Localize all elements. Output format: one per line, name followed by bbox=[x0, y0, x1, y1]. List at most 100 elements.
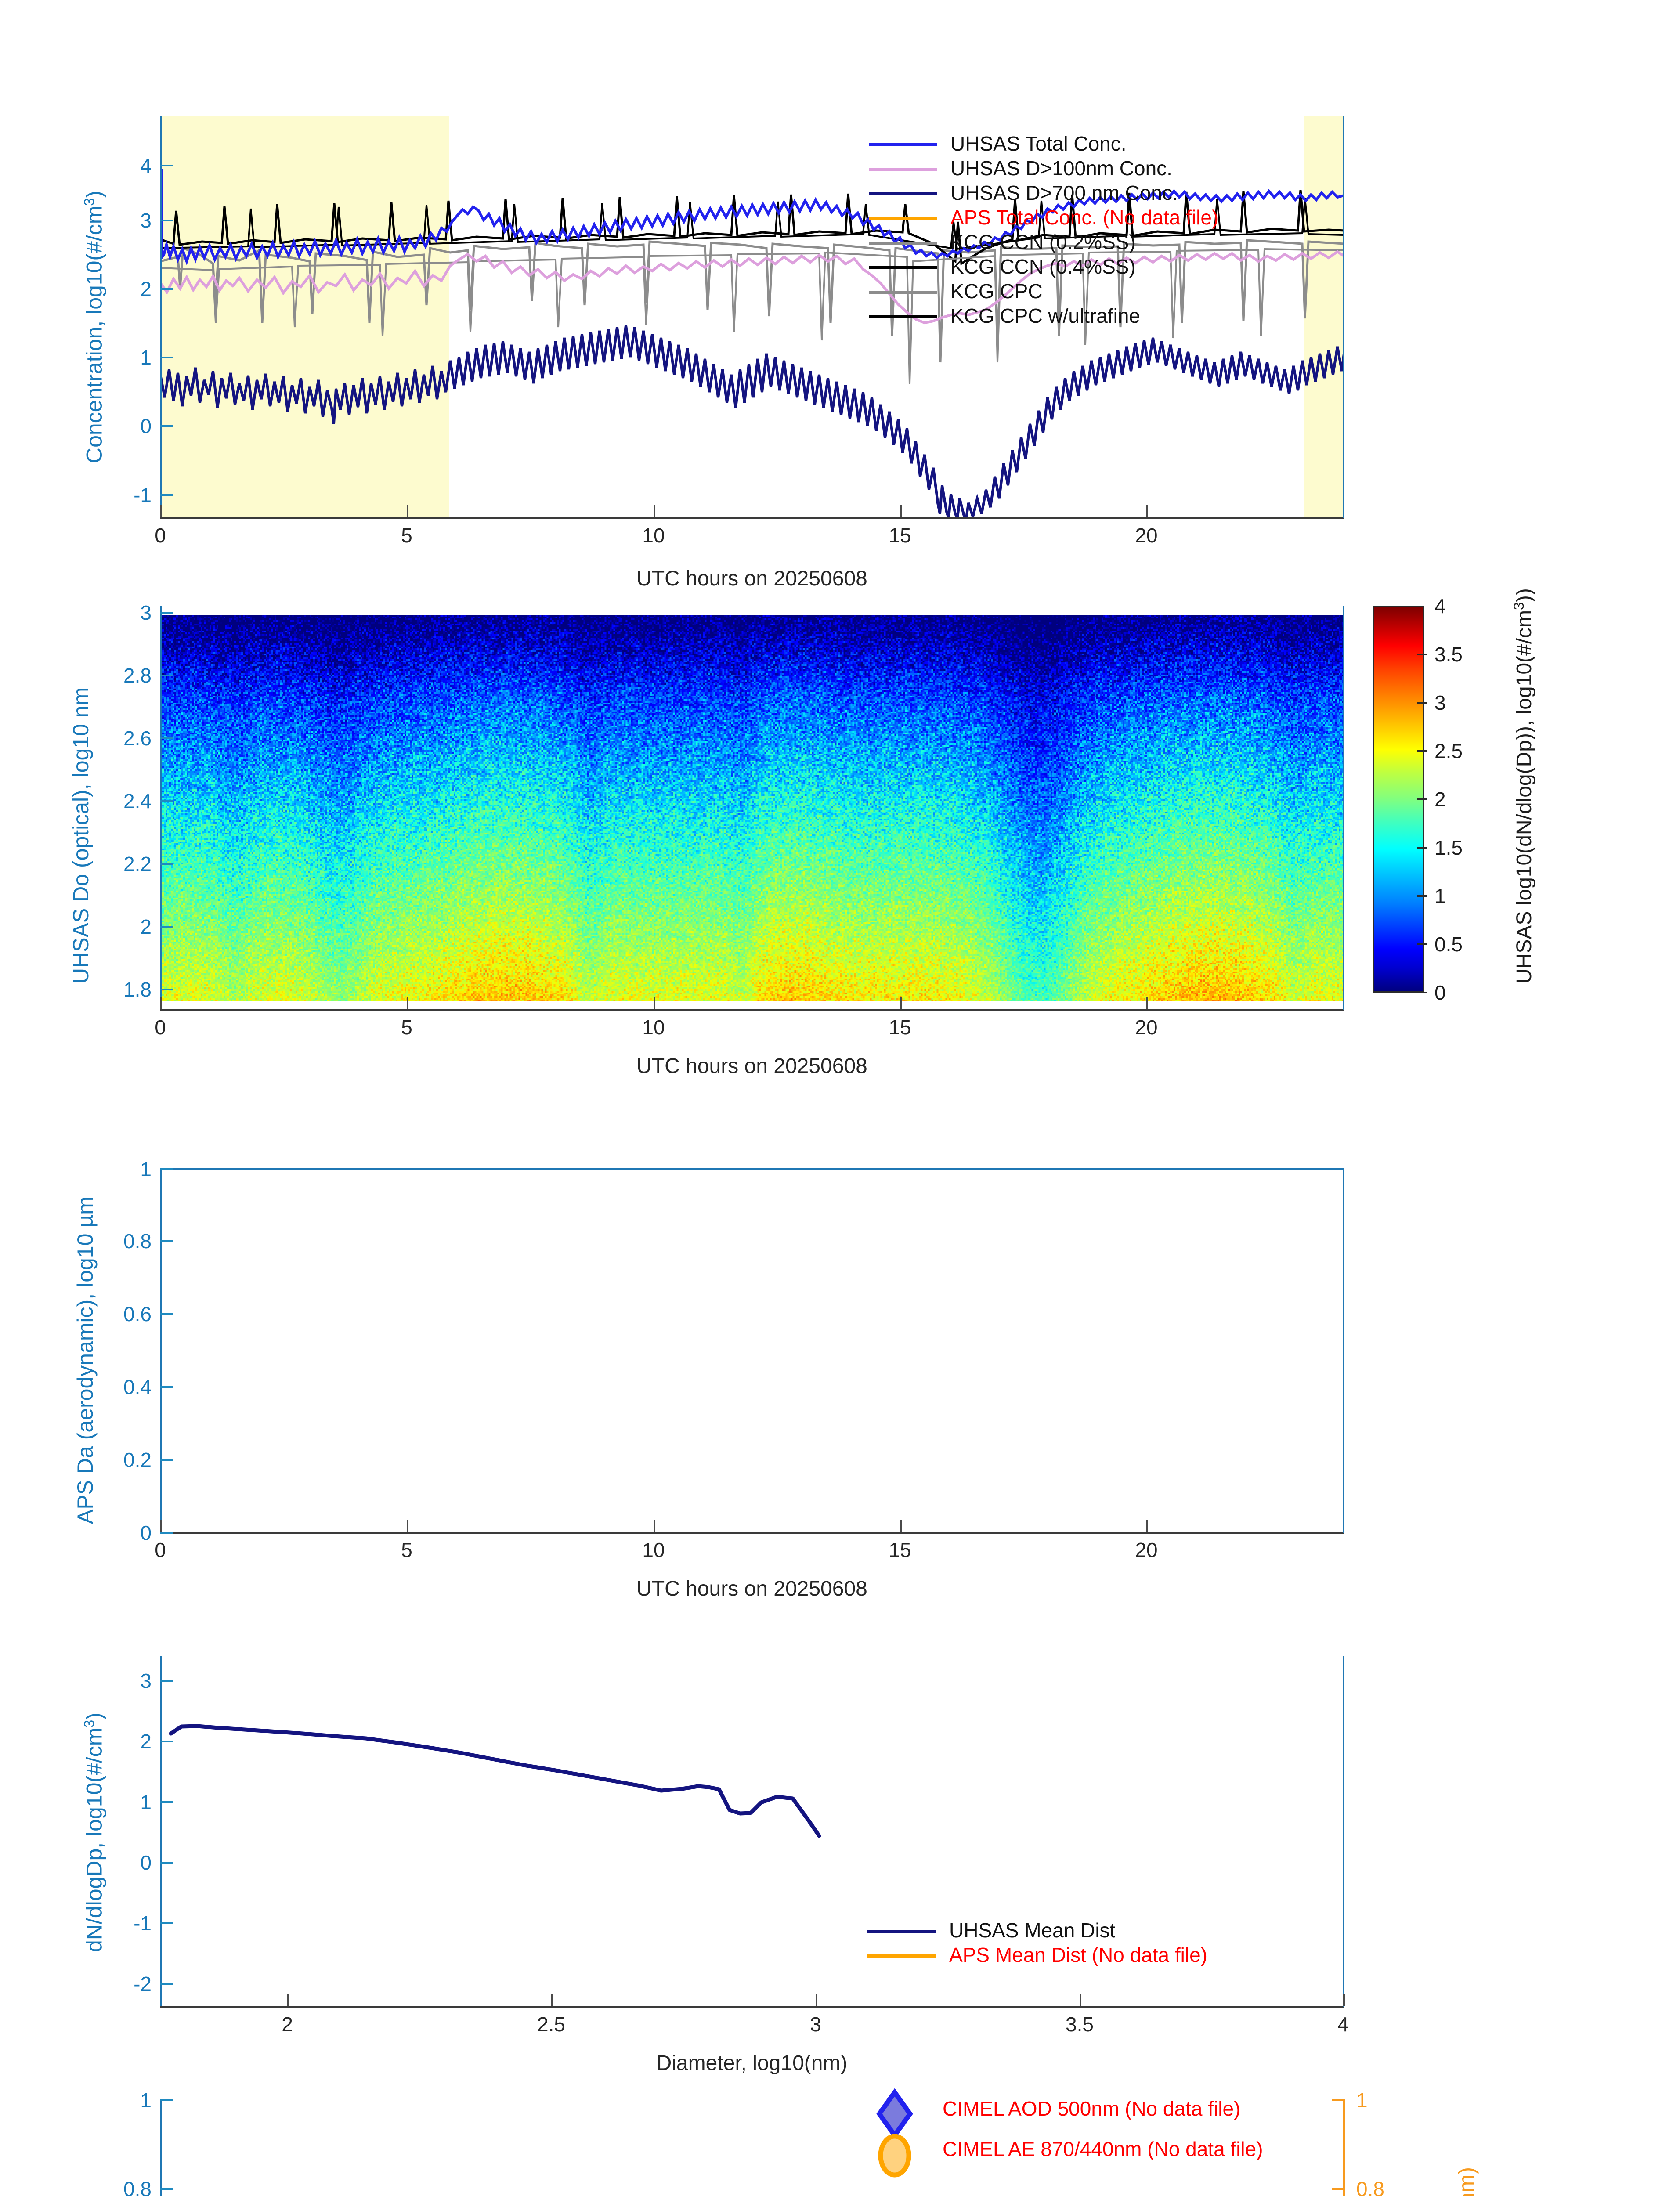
legend-item: KCG CPC w/ultrafine bbox=[869, 304, 1343, 329]
panel1-ytick-label: 3 bbox=[140, 209, 152, 232]
colorbar-tick-label: 3.5 bbox=[1434, 643, 1463, 666]
panel1-ytick-label: 4 bbox=[140, 154, 152, 177]
legend-label: APS Total Conc. (No data file) bbox=[950, 206, 1219, 229]
colorbar-title-close: )) bbox=[1513, 588, 1536, 603]
panel3-ytick-mark bbox=[160, 1168, 173, 1170]
panel3-xtick-mark bbox=[654, 1520, 655, 1532]
panel2-ytick-mark bbox=[160, 989, 173, 990]
colorbar-tick bbox=[1417, 847, 1427, 849]
panel2-xtick-mark bbox=[1146, 997, 1148, 1009]
legend-line-swatch bbox=[867, 1930, 936, 1933]
panel1-ytick-mark bbox=[160, 220, 173, 221]
colorbar-tick-label: 0 bbox=[1434, 981, 1446, 1004]
panel4-xtick-mark bbox=[1343, 1994, 1345, 2006]
legend-label: UHSAS Mean Dist bbox=[949, 1919, 1116, 1942]
panel3-xtick-mark bbox=[900, 1520, 902, 1532]
legend-item: KCG CCN (0.4%SS) bbox=[869, 255, 1343, 279]
panel1-right-spine bbox=[1343, 116, 1344, 518]
panel2-plot-area bbox=[160, 615, 1344, 1001]
panel2-xtick-label: 20 bbox=[1135, 1016, 1158, 1039]
legend-label: KCG CPC bbox=[950, 280, 1043, 303]
colorbar-tick-label: 4 bbox=[1434, 595, 1446, 618]
panel1-yaxis-label-close: ) bbox=[82, 191, 107, 198]
legend-label: UHSAS D>700 nm Conc. bbox=[950, 181, 1178, 204]
panel1-yaxis-label: Concentration, log10(#/cm3) bbox=[81, 191, 107, 463]
panel1-xtick-label: 20 bbox=[1135, 524, 1158, 547]
legend-line-swatch bbox=[869, 242, 937, 245]
panel1-ytick-mark bbox=[160, 494, 173, 496]
legend-label: APS Mean Dist (No data file) bbox=[949, 1943, 1208, 1966]
legend-item: UHSAS Mean Dist bbox=[867, 1918, 1351, 1943]
panel5-left-ytick-mark bbox=[160, 2188, 173, 2190]
legend-line-swatch bbox=[869, 291, 937, 294]
panel3-ytick-mark bbox=[160, 1240, 173, 1242]
legend-line-swatch bbox=[869, 266, 937, 269]
panel4-ytick-label: -1 bbox=[134, 1912, 152, 1935]
colorbar-title-text: UHSAS log10(dN/dlog(Dp)), log10(#/cm bbox=[1513, 610, 1536, 984]
legend-label: KCG CCN (0.2%SS) bbox=[950, 231, 1136, 253]
panel3-top-spine bbox=[160, 1168, 1344, 1170]
panel1-ytick-label: -1 bbox=[134, 484, 152, 506]
panel2-xaxis-label: UTC hours on 20250608 bbox=[636, 1055, 867, 1078]
legend-label: KCG CCN (0.4%SS) bbox=[950, 255, 1136, 278]
panel4-xtick-label: 4 bbox=[1337, 2013, 1349, 2036]
colorbar-tick-label: 1 bbox=[1434, 885, 1446, 907]
colorbar-tick-label: 2 bbox=[1434, 788, 1446, 811]
panel2-ytick-mark bbox=[160, 800, 173, 802]
panel3-ytick-mark bbox=[160, 1313, 173, 1315]
legend-line-swatch bbox=[869, 315, 937, 318]
panel1-xtick-mark bbox=[1146, 505, 1148, 517]
panel4-xaxis-line bbox=[160, 2006, 1344, 2008]
panel4-yaxis-label-text: dN/dlogDp, log10(#/cm bbox=[82, 1727, 107, 1952]
panel2-ytick-mark bbox=[160, 612, 173, 614]
panel2-xtick-label: 0 bbox=[155, 1016, 166, 1039]
panel3-ytick-label: 0 bbox=[140, 1521, 152, 1544]
panel4-yaxis-label: dN/dlogDp, log10(#/cm3) bbox=[81, 1712, 107, 1952]
panel1-ytick-label: 2 bbox=[140, 278, 152, 300]
legend-item: CIMEL AOD 500nm (No data file) bbox=[861, 2087, 1353, 2140]
panel4-ytick-label: 0 bbox=[140, 1851, 152, 1874]
panel4-xaxis-label: Diameter, log10(nm) bbox=[656, 2052, 848, 2075]
panel3-xtick-label: 10 bbox=[642, 1539, 665, 1561]
series-uhsas-d700 bbox=[160, 325, 1344, 518]
panel4-xtick-mark bbox=[1080, 1994, 1081, 2006]
panel2-yaxis-label: UHSAS Do (optical), log10 nm bbox=[69, 687, 93, 984]
panel5-legend: CIMEL AOD 500nm (No data file) CIMEL AE … bbox=[861, 2087, 1353, 2178]
panel4-ytick-mark bbox=[160, 1922, 173, 1924]
panel2-ytick-label: 2.4 bbox=[123, 790, 152, 813]
colorbar-tick-label: 0.5 bbox=[1434, 933, 1463, 956]
panel3-plot-area bbox=[160, 1168, 1344, 1533]
legend-item: APS Mean Dist (No data file) bbox=[867, 1943, 1351, 1968]
panel5-right-ytick-mark bbox=[1332, 2188, 1344, 2190]
colorbar-tick-label: 3 bbox=[1434, 691, 1446, 714]
panel2-xtick-mark bbox=[654, 997, 655, 1009]
night-shading-left bbox=[160, 116, 449, 518]
panel4-yaxis-label-close: ) bbox=[82, 1712, 107, 1720]
panel3-ytick-mark bbox=[160, 1532, 173, 1534]
legend-line-swatch bbox=[867, 1954, 936, 1958]
panel4-xtick-label: 3.5 bbox=[1066, 2013, 1094, 2036]
panel1-ytick-mark bbox=[160, 425, 173, 427]
panel2-xtick-label: 10 bbox=[642, 1016, 665, 1039]
panel3-ytick-label: 0.4 bbox=[123, 1376, 152, 1398]
panel1-ytick-mark bbox=[160, 288, 173, 290]
panel-mean-distribution: -2 -1 0 1 2 3 2 2.5 3 3.5 4 Diameter, lo… bbox=[0, 1656, 1680, 2121]
panel2-ytick-mark bbox=[160, 675, 173, 676]
panel5-right-ytick-label: 1 bbox=[1356, 2089, 1368, 2112]
legend-item: APS Total Conc. (No data file) bbox=[869, 206, 1343, 230]
panel1-yaxis-line bbox=[160, 116, 162, 518]
panel2-xtick-mark bbox=[407, 997, 408, 1009]
legend-line-swatch bbox=[869, 168, 937, 171]
panel1-xtick-mark bbox=[654, 505, 655, 517]
colorbar bbox=[1373, 606, 1424, 993]
panel4-ytick-mark bbox=[160, 1680, 173, 1682]
panel4-plot-area bbox=[160, 1656, 1344, 2007]
panel3-xtick-mark bbox=[407, 1520, 408, 1532]
panel-uhsas-size-spectrogram: 1.8 2 2.2 2.4 2.6 2.8 3 0 5 10 15 20 UTC… bbox=[0, 588, 1680, 1155]
panel1-xaxis-label: UTC hours on 20250608 bbox=[636, 567, 867, 590]
panel4-ytick-label: 1 bbox=[140, 1791, 152, 1813]
panel5-right-yaxis-label: Angstrom Exponent (870nm/440nm) bbox=[1454, 2167, 1479, 2196]
panel2-right-spine bbox=[1343, 606, 1344, 1010]
panel3-ytick-mark bbox=[160, 1386, 173, 1388]
panel1-xtick-label: 0 bbox=[155, 524, 166, 547]
